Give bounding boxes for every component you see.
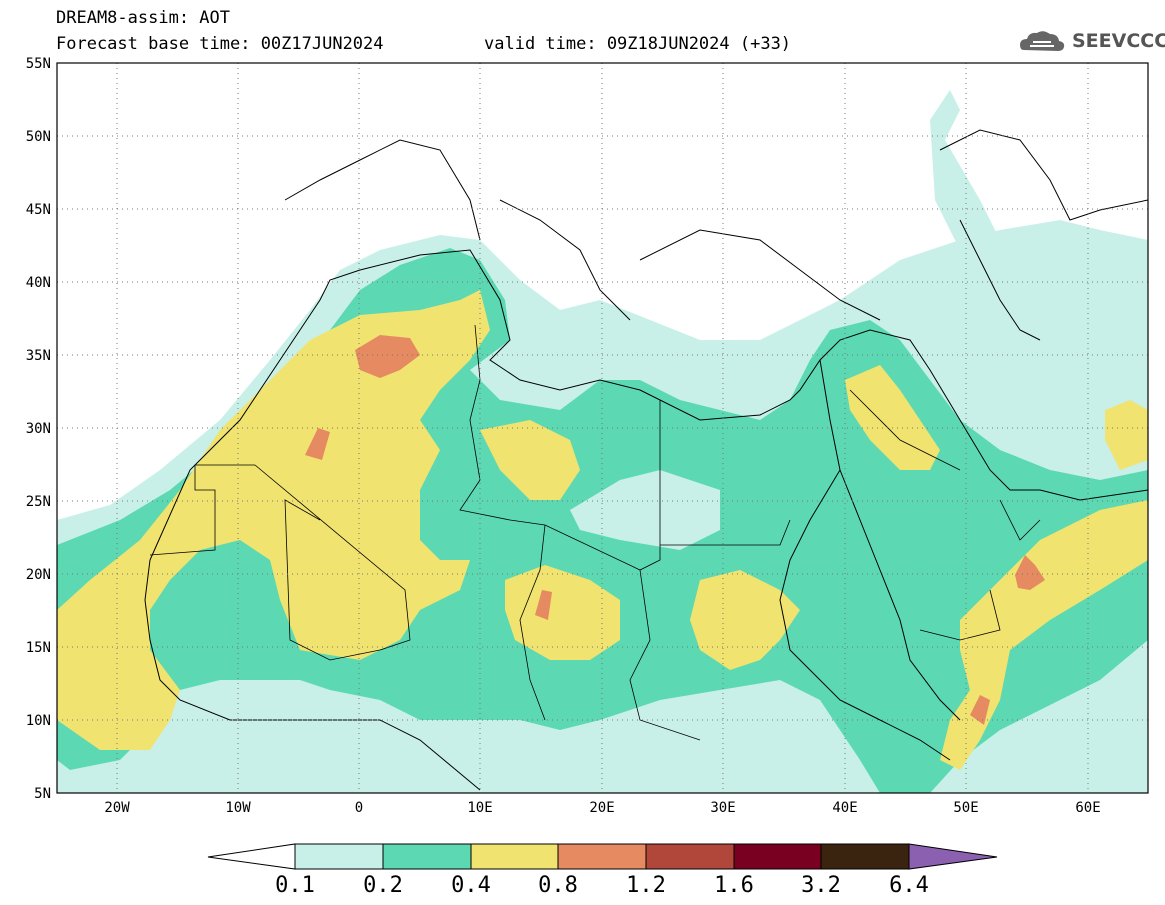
lon-label: 50E xyxy=(953,800,978,816)
lat-label: 50N xyxy=(26,129,51,145)
aot-field-high-oman xyxy=(940,500,1148,770)
colorbar-swatch-2 xyxy=(382,843,472,870)
country-borders xyxy=(149,324,1041,741)
colorbar-swatch-3 xyxy=(470,843,559,870)
lat-label: 30N xyxy=(26,421,51,437)
colorbar-label: 0.1 xyxy=(275,873,315,898)
colorbar-label: 6.4 xyxy=(889,873,929,898)
aot-field-very-high-chad xyxy=(535,590,552,620)
lat-label: 20N xyxy=(26,567,51,583)
map-frame xyxy=(56,62,1149,794)
aot-field-high-sahara xyxy=(57,290,490,750)
colorbar-low-arrow xyxy=(207,843,296,870)
forecast-base-time: Forecast base time: 00Z17JUN2024 xyxy=(56,34,384,54)
aot-field-very-high-mali xyxy=(305,428,330,460)
aot-field-very-high-algeria xyxy=(355,335,420,378)
colorbar-label: 0.4 xyxy=(451,873,491,898)
colorbar xyxy=(207,843,998,870)
colorbar-label: 3.2 xyxy=(801,873,841,898)
colorbar-swatch-4 xyxy=(557,843,647,870)
lon-label: 10E xyxy=(467,800,492,816)
graticule xyxy=(57,63,1148,793)
colorbar-label: 1.2 xyxy=(626,873,666,898)
aot-fields xyxy=(57,63,1148,793)
lat-label: 10N xyxy=(26,713,51,729)
lon-label: 20W xyxy=(104,800,130,816)
logo-text: SEEVCCC xyxy=(1072,30,1165,52)
lon-label: 20E xyxy=(589,800,614,816)
lon-label: 60E xyxy=(1075,800,1100,816)
aot-field-high-chad xyxy=(505,565,620,660)
lat-label: 25N xyxy=(26,494,51,510)
aot-field-high-sudan xyxy=(690,570,800,670)
colorbar-label: 0.8 xyxy=(538,873,578,898)
lon-label: 40E xyxy=(832,800,857,816)
lon-label: 30E xyxy=(710,800,735,816)
aot-field-high-libya xyxy=(480,420,580,500)
colorbar-labels: 0.1 0.2 0.4 0.8 1.2 1.6 3.2 6.4 xyxy=(275,873,929,898)
colorbar-label: 0.2 xyxy=(363,873,403,898)
valid-time: valid time: 09Z18JUN2024 (+33) xyxy=(484,34,792,54)
lat-label: 15N xyxy=(26,640,51,656)
aot-field-high-arabia xyxy=(845,365,940,470)
aot-field-low-caspian xyxy=(930,90,1000,250)
colorbar-swatch-5 xyxy=(645,843,735,870)
aot-field-very-high-oman xyxy=(1015,555,1045,590)
map-title: DREAM8-assim: AOT xyxy=(56,8,230,28)
lat-label: 55N xyxy=(26,56,51,72)
aot-field-low-nile xyxy=(570,470,720,550)
colorbar-label: 1.6 xyxy=(714,873,754,898)
lat-label: 45N xyxy=(26,202,51,218)
coastlines xyxy=(144,129,1148,791)
lat-label: 5N xyxy=(34,786,51,802)
latitude-labels: 55N 50N 45N 40N 35N 30N 25N 20N 15N 10N … xyxy=(26,56,51,802)
colorbar-swatch-6 xyxy=(733,843,822,870)
lon-label: 0 xyxy=(355,800,363,816)
lon-label: 10W xyxy=(225,800,251,816)
lat-label: 35N xyxy=(26,348,51,364)
lat-label: 40N xyxy=(26,275,51,291)
aot-field-very-high-somalia xyxy=(970,695,990,725)
colorbar-swatch-1 xyxy=(294,843,384,870)
longitude-labels: 20W 10W 0 10E 20E 30E 40E 50E 60E xyxy=(104,800,1100,816)
aot-field-high-iran xyxy=(1105,400,1148,470)
colorbar-swatch-7 xyxy=(820,843,910,870)
colorbar-high-arrow xyxy=(908,843,998,870)
cloud-logo-icon xyxy=(1020,31,1065,51)
